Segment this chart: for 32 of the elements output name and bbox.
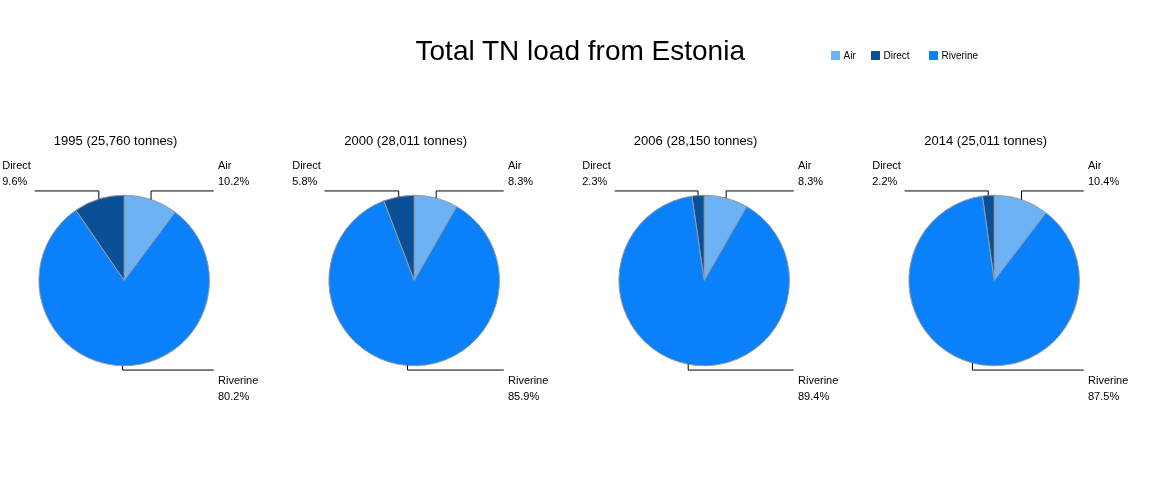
slice-label: Air <box>1088 159 1102 172</box>
slice-label: Direct <box>292 159 321 172</box>
legend-label: Direct <box>883 50 910 61</box>
slice-label: Direct <box>872 159 901 172</box>
chart-subtitle: 2000 (28,011 tonnes) <box>344 132 467 148</box>
slice-label: Riverine <box>1088 374 1129 387</box>
data-label: 2.2% <box>872 174 898 187</box>
slice-label: Direct <box>582 159 611 172</box>
data-label: 10.2% <box>218 174 250 187</box>
legend-label: Air <box>843 50 857 61</box>
chart-subtitle: 1995 (25,760 tonnes) <box>53 132 178 148</box>
data-label: 2.3% <box>582 174 608 187</box>
data-label: 87.5% <box>1088 389 1120 402</box>
text: Total TN load from Estonia <box>415 35 746 66</box>
data-label: 5.8% <box>292 174 318 187</box>
data-label: 9.6% <box>2 174 28 187</box>
data-label: 8.3% <box>798 174 824 187</box>
data-label: 85.9% <box>508 389 540 402</box>
slice-label: Direct <box>2 159 31 172</box>
slice-label: Riverine <box>218 374 259 387</box>
slice-label: Air <box>508 159 522 172</box>
chart-subtitle: 2006 (28,150 tonnes) <box>633 132 758 148</box>
slice-label: Air <box>218 159 232 172</box>
text: 2014 (25,011 tonnes) <box>924 132 1047 148</box>
data-label: 8.3% <box>508 174 534 187</box>
slice-label: Air <box>798 159 812 172</box>
slice-label: Riverine <box>798 374 839 387</box>
data-label: 10.4% <box>1088 174 1120 187</box>
legend-label: Riverine <box>941 50 979 61</box>
data-label: 89.4% <box>798 389 830 402</box>
slice-label: Riverine <box>508 374 549 387</box>
data-label: 80.2% <box>218 389 250 402</box>
